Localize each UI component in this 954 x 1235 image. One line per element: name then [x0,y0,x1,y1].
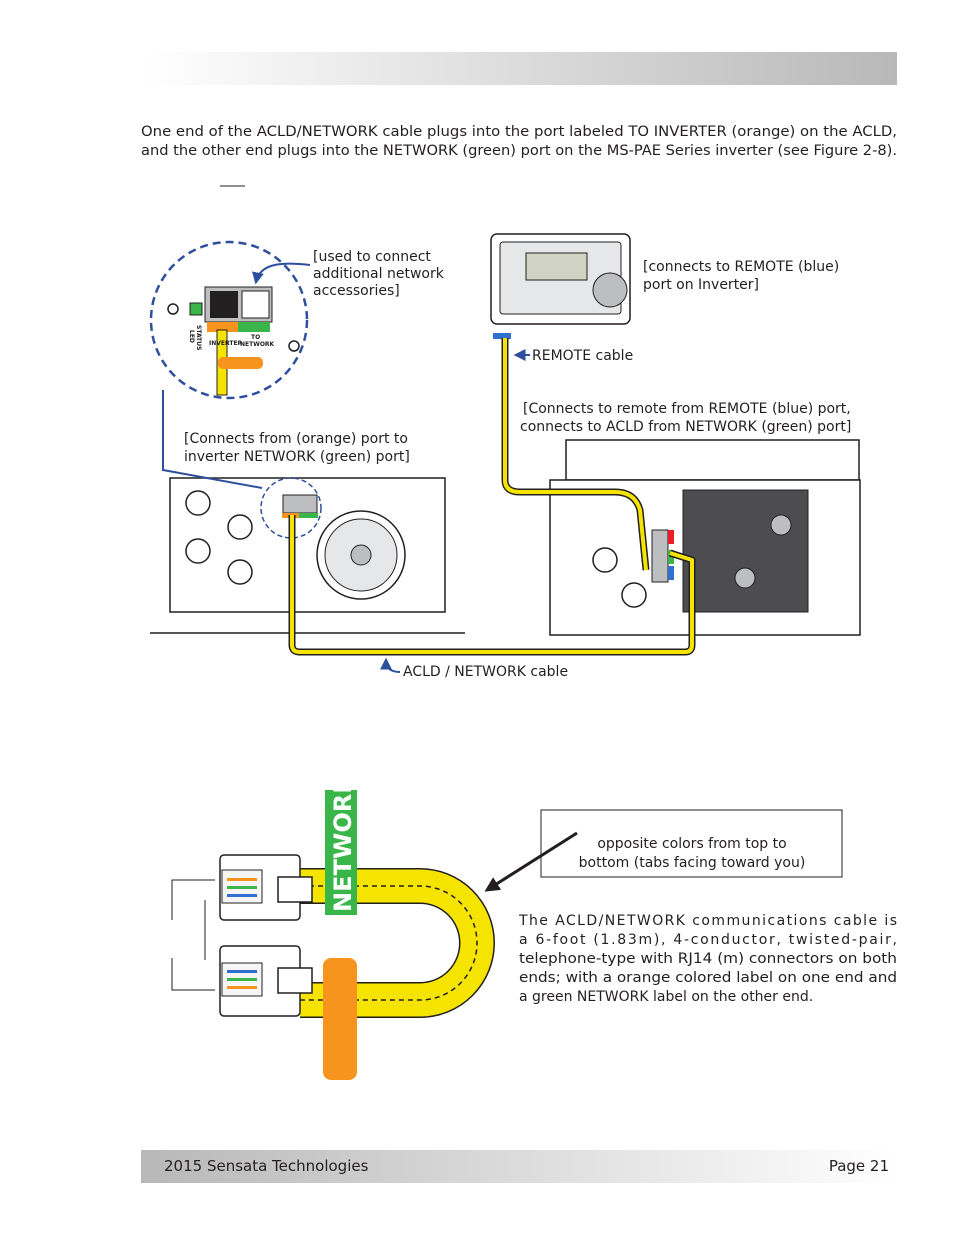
network-label [325,790,357,915]
callout: port on Inverter] [643,277,759,293]
zoom-source [260,477,322,539]
note-arrow [484,831,578,892]
heatsink [682,489,809,613]
intro-line: and the other end plugs into the NETWORK… [141,143,897,159]
orange-label [218,357,263,369]
fan-hub [350,544,372,566]
terminal [770,514,792,536]
jack [241,290,270,319]
figure-top: STATUS LED INVERTER TO NETWORK [used to … [149,233,861,680]
port-label: NETWORK [240,341,275,348]
callout: connects to ACLD from NETWORK (green) po… [520,419,851,435]
red-tag [668,530,674,544]
breaker [621,582,647,608]
callout: accessories] [313,283,400,299]
description: ends; with a orange colored label on one… [519,970,897,986]
terminal [734,567,756,589]
zoom-circle [149,240,309,400]
footer-bar [141,1150,897,1183]
description: The ACLD/NETWORK communications cable is [518,913,897,929]
remote-knob [592,272,628,308]
callout: [connects to REMOTE (blue) [643,259,839,275]
intro: One end of the ACLD/NETWORK cable plugs … [141,124,897,187]
inverter-top [565,439,860,481]
callout: [Connects from (orange) port to [184,431,408,447]
description: a green NETWORK label on the other end. [519,989,813,1005]
callout: [Connects to remote from REMOTE (blue) p… [523,401,851,417]
blue-tag [668,566,674,580]
knockout [227,559,253,585]
callout: REMOTE cable [532,348,633,364]
footer-copyright: 2015 Sensata Technologies [164,1157,369,1175]
port-label: INVERTER [209,340,243,347]
port-label: LED [188,330,195,343]
note: bottom (tabs facing toward you) [579,855,806,871]
green-tag [668,550,674,564]
green-strip [299,513,318,518]
knockout [185,490,211,516]
network-cable-core [290,515,694,654]
description: a 6-foot (1.83m), 4-conductor, twisted-p… [519,932,897,948]
arrow [252,262,311,285]
orange-label [323,958,357,1080]
network-label-text: NETWORK [329,774,357,912]
knockout [227,514,253,540]
description: telephone-type with RJ14 (m) connectors … [519,951,897,967]
cable-center [300,885,478,1001]
tab [277,967,313,994]
callout: additional network [313,266,445,282]
jack [210,291,238,318]
tab [277,876,313,903]
footer-page: Page 21 [829,1157,889,1175]
green-strip [238,322,270,332]
header-bar [145,52,897,85]
port-block [282,494,318,514]
remote-cable-core [503,338,648,571]
screw [167,303,179,315]
callout: ACLD / NETWORK cable [403,664,568,680]
note: opposite colors from top to [597,836,786,852]
port-stack [651,529,669,583]
port-label: TO [251,334,260,341]
intro-line: One end of the ACLD/NETWORK cable plugs … [141,124,897,140]
callout: [used to connect [313,249,431,265]
orange-strip [207,322,238,332]
callout: inverter NETWORK (green) port] [184,449,410,465]
led [189,302,203,316]
screw [288,340,300,352]
arrow [380,657,401,673]
breaker [592,547,618,573]
remote-screen [525,252,588,281]
port-label: STATUS [195,325,202,350]
note-box [540,809,843,878]
knockout [185,538,211,564]
figure-bottom: NETWORK opposite colors from top to bott… [171,774,897,1080]
zoom-link [162,390,263,489]
blue-tag [493,333,511,339]
